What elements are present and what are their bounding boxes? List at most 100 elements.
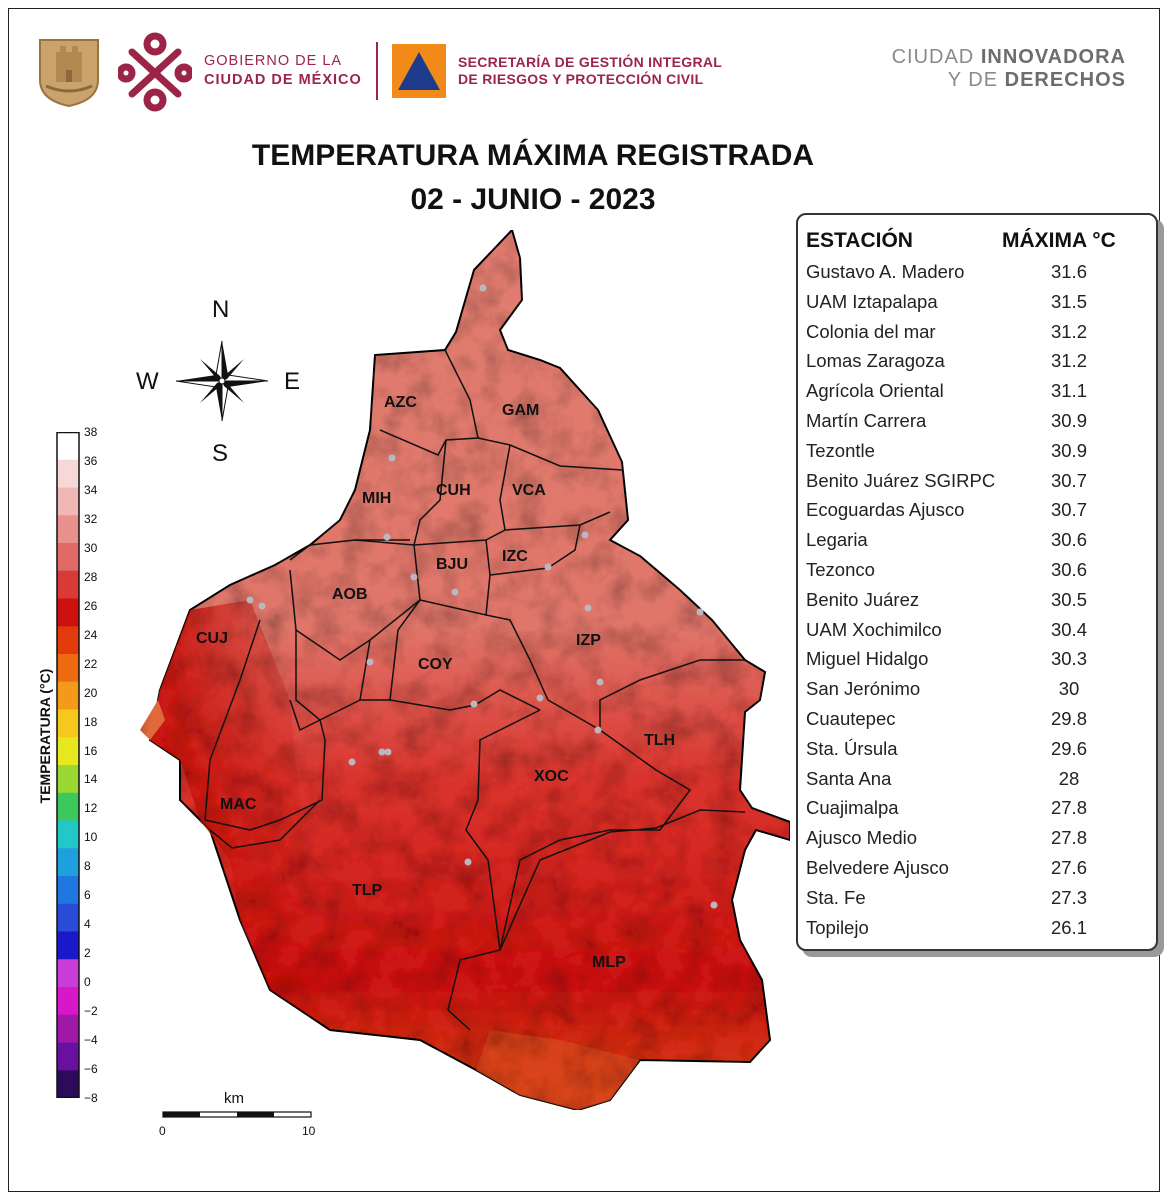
station-name: Martín Carrera: [806, 410, 927, 431]
table-row: Ajusco Medio 27.8: [806, 827, 1146, 857]
compass-n: N: [212, 296, 230, 323]
table-row: Sta. Úrsula 29.6: [806, 738, 1146, 768]
station-name: Ecoguardas Ajusco: [806, 499, 965, 521]
colorbar-segment: [57, 987, 79, 1016]
colorbar-segment: [57, 654, 79, 683]
station-max-temp: 30.6: [1050, 559, 1087, 580]
station-name: Gustavo A. Madero: [806, 261, 965, 282]
station-table: ESTACIÓN MÁXIMA °C Gustavo A. Madero 31.6…: [796, 213, 1158, 951]
cdmx-shield-logo: [39, 39, 99, 108]
station-name: Cuajimalpa: [806, 797, 899, 819]
scale-min: 0: [159, 1124, 166, 1138]
district-mac: MAC: [220, 796, 257, 813]
station-max-temp: 31.2: [1050, 320, 1087, 342]
colorbar-segment: [57, 681, 79, 711]
city-line1a: CIUDAD: [891, 46, 981, 68]
station-name: Tezonco: [806, 559, 875, 580]
colorbar-tick-label: 12: [84, 801, 98, 816]
city-line1b: INNOVADORA: [980, 46, 1126, 68]
station-name: Agrícola Oriental: [806, 380, 944, 402]
compass-rose-icon: [175, 340, 269, 422]
station-max-temp: 30.6: [1050, 529, 1087, 551]
station-max-temp: 31.1: [1050, 380, 1087, 402]
table-row: Cuajimalpa 27.8: [806, 797, 1146, 827]
station-name: Benito Juárez SGIRPC: [806, 469, 996, 491]
colorbar-tick-label: 20: [84, 685, 98, 700]
colorbar-tick-label: −2: [84, 1004, 98, 1019]
scale-bar: [162, 1111, 312, 1118]
sec-line2: DE RIESGOS Y PROTECCIÓN CIVIL: [458, 71, 704, 87]
station-max-temp: 28: [1058, 767, 1080, 789]
district-tlh: TLH: [644, 732, 676, 749]
colorbar-tick-label: 14: [84, 772, 98, 787]
district-xoc: XOC: [534, 768, 569, 785]
colorbar-border: [56, 432, 80, 1098]
station-max-temp: 31.2: [1050, 350, 1087, 372]
colorbar-label: TEMPERATURA (°C): [37, 668, 53, 804]
compass-e: E: [284, 368, 301, 395]
district-aob: AOB: [332, 586, 368, 603]
district-gam: GAM: [502, 402, 540, 419]
table-row: Gustavo A. Madero 31.6: [806, 261, 1146, 291]
table-row: Lomas Zaragoza 31.2: [806, 350, 1146, 380]
header-divider: [376, 42, 378, 100]
colorbar-tick-label: 32: [84, 511, 98, 526]
table-row: Benito Juárez SGIRPC 30.7: [806, 470, 1146, 500]
district-mih: MIH: [362, 490, 392, 507]
station-max-temp: 30.7: [1050, 469, 1087, 491]
city-line2b: DERECHOS: [1004, 69, 1126, 91]
secretaria-text: SECRETARÍA DE GESTIÓN INTEGRAL DE RIESGO…: [458, 54, 722, 88]
table-row: Tezontle 30.9: [806, 440, 1146, 470]
station-max-temp: 27.8: [1050, 827, 1087, 849]
gov-line2: CIUDAD DE MÉXICO: [204, 72, 362, 88]
station-markers: [246, 284, 718, 909]
col-max-header: MÁXIMA °C: [1002, 229, 1116, 252]
colorbar-segment: [57, 931, 79, 960]
col-station-header: ESTACIÓN: [806, 229, 913, 252]
colorbar-segment: [57, 626, 79, 655]
station-name: UAM Xochimilco: [806, 618, 942, 640]
colorbar-tick-label: 24: [84, 627, 98, 642]
table-row: Cuautepec 29.8: [806, 708, 1146, 738]
station-max-temp: 30.9: [1050, 410, 1087, 431]
table-row: Colonia del mar 31.2: [806, 321, 1146, 351]
station-name: San Jerónimo: [806, 678, 921, 700]
station-max-temp: 27.8: [1050, 797, 1087, 819]
station-name: Tezontle: [806, 439, 875, 461]
map-date: 02 - JUNIO - 2023: [410, 183, 656, 216]
table-row: Martín Carrera 30.9: [806, 410, 1146, 440]
colorbar-tick-label: 4: [84, 917, 91, 932]
table-row: Legaria 30.6: [806, 529, 1146, 559]
table-row: Topilejo 26.1: [806, 917, 1146, 947]
station-max-temp: 30.9: [1050, 439, 1087, 461]
station-name: Cuautepec: [806, 708, 896, 729]
colorbar-tick-label: 8: [84, 859, 91, 874]
table-row: UAM Iztapalapa 31.5: [806, 291, 1146, 321]
station-max-temp: 30.7: [1050, 499, 1087, 521]
colorbar-tick-label: 36: [84, 453, 98, 468]
district-azc: AZC: [384, 394, 417, 411]
colorbar-segment: [57, 543, 79, 572]
colorbar-segment: [57, 598, 79, 627]
colorbar-segment: [57, 848, 79, 877]
table-row: Belvedere Ajusco 27.6: [806, 857, 1146, 887]
station-max-temp: 31.6: [1050, 261, 1087, 282]
station-name: Sta. Fe: [806, 886, 866, 908]
colorbar-segment: [57, 1042, 79, 1071]
station-max-temp: 29.6: [1050, 737, 1087, 759]
scale-max: 10: [302, 1124, 316, 1138]
colorbar-tick-label: 38: [84, 425, 98, 439]
district-mlp: MLP: [592, 954, 626, 971]
colorbar-tick-label: 18: [84, 714, 98, 729]
cdmx-territory: [140, 228, 791, 1112]
colorbar-tick-label: 6: [84, 888, 91, 903]
station-name: Benito Juárez: [806, 588, 920, 610]
colorbar-tick-label: 16: [84, 743, 98, 758]
colorbar-tick-label: 2: [84, 946, 91, 961]
colorbar-segment: [57, 737, 79, 766]
colorbar-segment: [57, 515, 79, 544]
station-name: Sta. Úrsula: [806, 737, 898, 759]
station-name: Lomas Zaragoza: [806, 350, 945, 372]
station-name: Santa Ana: [806, 767, 892, 789]
